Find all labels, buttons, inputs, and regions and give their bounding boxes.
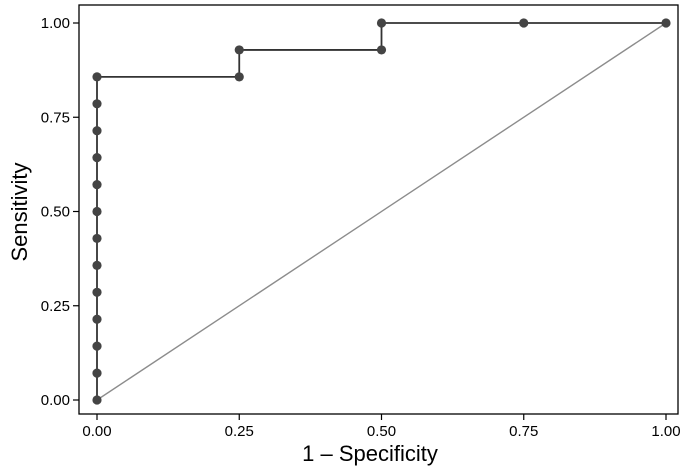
y-tick-label: 1.00 (41, 15, 70, 32)
x-tick-label: 0.50 (367, 423, 396, 440)
y-tick-label: 0.75 (41, 109, 70, 126)
roc-point (234, 45, 244, 55)
x-axis: 0.00 0.25 0.50 0.75 1.00 (82, 414, 681, 440)
y-axis-label: Sensitivity (7, 162, 32, 261)
x-tick-label: 0.25 (225, 423, 254, 440)
y-tick-label: 0.25 (41, 298, 70, 315)
roc-point (92, 287, 102, 297)
y-tick-label: 0.00 (41, 392, 70, 409)
roc-point (661, 18, 671, 28)
roc-point (519, 18, 529, 28)
roc-layer (92, 18, 671, 405)
roc-point (92, 126, 102, 136)
y-axis: 0.00 0.25 0.50 0.75 1.00 (41, 15, 79, 409)
y-tick-label: 0.50 (41, 204, 70, 221)
roc-point (92, 72, 102, 82)
roc-point (92, 341, 102, 351)
x-tick-label: 1.00 (651, 423, 680, 440)
roc-point (92, 179, 102, 190)
roc-point (92, 395, 102, 405)
roc-point (92, 368, 102, 378)
roc-point (92, 260, 102, 270)
roc-point (376, 45, 387, 55)
x-tick-label: 0.75 (509, 423, 538, 440)
reference-diagonal-line (96, 22, 667, 401)
roc-point (92, 314, 102, 324)
roc-point (92, 99, 102, 109)
roc-point (376, 18, 387, 28)
x-tick-label: 0.00 (82, 423, 111, 440)
plot-frame (78, 4, 679, 415)
roc-point (234, 72, 244, 82)
x-axis-label: 1 – Specificity (302, 441, 438, 466)
roc-point (92, 153, 102, 163)
roc-point (92, 206, 102, 217)
roc-point (92, 233, 102, 244)
reference-layer (96, 22, 667, 401)
